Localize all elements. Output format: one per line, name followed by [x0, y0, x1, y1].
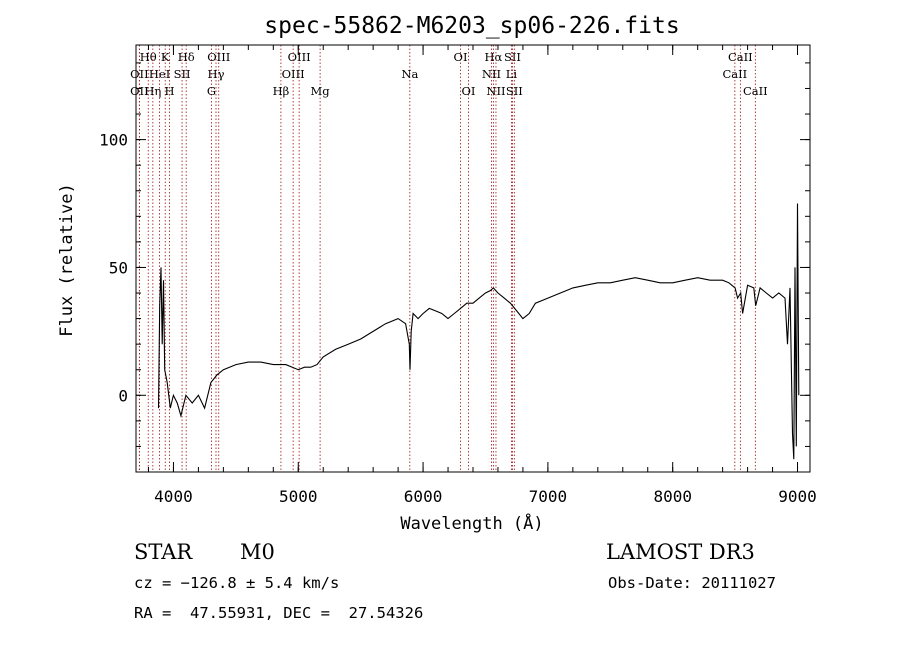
spectral-line-label: Hα [484, 50, 502, 64]
observation-date: Obs-Date: 20111027 [608, 574, 776, 592]
redshift-value: cz = −126.8 ± 5.4 km/s [134, 574, 340, 592]
y-tick-label: 50 [109, 258, 128, 277]
spectral-line-label: K [161, 50, 170, 64]
spectral-line-label: Na [401, 67, 418, 81]
x-tick-label: 6000 [404, 487, 443, 506]
spectral-line-label: NII [486, 84, 505, 98]
object-subclass: M0 [240, 540, 275, 564]
spectral-line-label: Hγ [208, 67, 225, 81]
spectral-line-label: NII [482, 67, 501, 81]
chart-title: spec-55862-M6203_sp06-226.fits [264, 13, 679, 39]
spectral-line-label: Hθ [140, 50, 157, 64]
spectral-line-label: SII [174, 67, 191, 81]
spectral-line-label: SII [506, 84, 523, 98]
object-class: STAR [134, 540, 193, 564]
spectral-line-label: OI [462, 84, 476, 98]
x-axis-label: Wavelength (Å) [400, 512, 543, 534]
spectral-line-label: CaII [722, 67, 747, 81]
x-tick-label: 5000 [279, 487, 318, 506]
plot-axes: 4000 5000 6000 7000 8000 9000 0 50 100 [99, 44, 817, 506]
y-tick-label: 0 [118, 386, 128, 405]
spectral-line-label: OIII [282, 67, 305, 81]
plot-frame [135, 44, 811, 473]
spectral-line-label: CaII [743, 84, 768, 98]
x-tick-label: 4000 [154, 487, 193, 506]
spectral-line-label: H [165, 84, 175, 98]
spectral-line-label: Hη [144, 84, 161, 98]
spectral-line-label: HeI [149, 67, 170, 81]
survey-name: LAMOST DR3 [606, 540, 755, 564]
spectral-line-label: OI [454, 50, 468, 64]
coordinates: RA = 47.55931, DEC = 27.54326 [134, 604, 424, 622]
y-axis-label: Flux (relative) [57, 183, 77, 337]
y-tick-label: 100 [99, 131, 128, 150]
spectrum-line [157, 203, 800, 460]
spectral-line-label: Hδ [178, 50, 195, 64]
x-tick-label: 7000 [529, 487, 568, 506]
spectral-line-label: OIII [207, 50, 230, 64]
spectral-line-label: Mg [311, 84, 331, 98]
spectral-line-label: SII [504, 50, 521, 64]
spectral-line-label: Hβ [273, 84, 290, 98]
spectral-line-label: OIII [288, 50, 311, 64]
x-tick-label: 9000 [778, 487, 817, 506]
x-tick-label: 8000 [653, 487, 692, 506]
spectral-line-label: G [207, 84, 216, 98]
spectral-line-label: Li [506, 67, 518, 81]
spectral-line-label: OII [130, 84, 149, 98]
spectral-line-label: CaII [728, 50, 753, 64]
